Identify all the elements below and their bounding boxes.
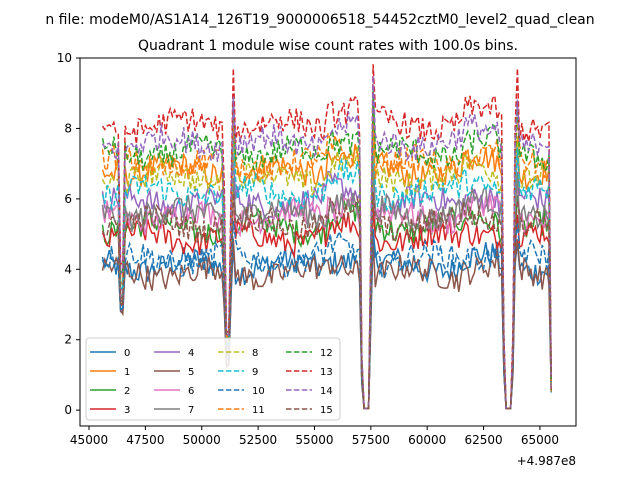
- plot-frame: [79, 57, 577, 427]
- series-14-line: [101, 75, 552, 410]
- x-tick-label: 60000: [408, 433, 446, 447]
- series-9-line: [101, 132, 552, 410]
- y-tick-label: 6: [64, 192, 72, 206]
- chart-title: Quadrant 1 module wise count rates with …: [138, 38, 518, 54]
- y-tick-label: 0: [64, 403, 72, 417]
- legend-label-12: 12: [320, 348, 333, 359]
- series-3-line: [101, 186, 552, 410]
- series-12-line: [101, 90, 552, 410]
- legend-label-13: 13: [320, 367, 333, 378]
- legend-label-5: 5: [188, 367, 194, 378]
- series-13-line: [101, 64, 552, 410]
- legend-label-4: 4: [188, 348, 194, 359]
- x-tick-label: 62500: [464, 433, 502, 447]
- legend-label-15: 15: [320, 405, 333, 416]
- x-tick-label: 47500: [126, 433, 164, 447]
- legend-label-10: 10: [252, 386, 265, 397]
- series-8-line: [101, 136, 552, 410]
- x-axis: 45000 47500 50000 52500 55000 57500 60000 62500…: [70, 426, 559, 447]
- legend-frame: [85, 337, 341, 421]
- legend-label-11: 11: [252, 405, 265, 416]
- x-tick-label: 45000: [70, 433, 108, 447]
- series-10-line: [101, 220, 552, 410]
- legend-label-9: 9: [252, 367, 258, 378]
- legend-label-1: 1: [124, 367, 130, 378]
- series-11-line: [101, 117, 552, 410]
- legend-label-0: 0: [124, 348, 130, 359]
- legend-label-2: 2: [124, 386, 130, 397]
- series-15-line: [101, 192, 552, 410]
- legend-label-7: 7: [188, 405, 194, 416]
- legend-label-8: 8: [252, 348, 258, 359]
- series-lines: [101, 64, 552, 410]
- series-7-line: [101, 157, 552, 410]
- figure-suptitle: n file: modeM0/AS1A14_126T19_9000006518_…: [45, 12, 594, 28]
- legend-label-3: 3: [124, 405, 130, 416]
- series-1-line: [101, 103, 552, 410]
- legend-label-6: 6: [188, 386, 194, 397]
- x-tick-label: 65000: [521, 433, 559, 447]
- x-axis-offset-label: +4.987e8: [517, 454, 576, 468]
- y-tick-label: 8: [64, 121, 72, 135]
- y-tick-label: 4: [64, 262, 72, 276]
- y-axis: 0 2 4 6 8 10: [57, 51, 80, 417]
- y-tick-label: 2: [64, 333, 72, 347]
- x-tick-label: 50000: [183, 433, 221, 447]
- x-tick-label: 52500: [239, 433, 277, 447]
- legend-label-14: 14: [320, 386, 333, 397]
- x-tick-label: 55000: [295, 433, 333, 447]
- x-tick-label: 57500: [352, 433, 390, 447]
- y-tick-label: 10: [57, 51, 72, 65]
